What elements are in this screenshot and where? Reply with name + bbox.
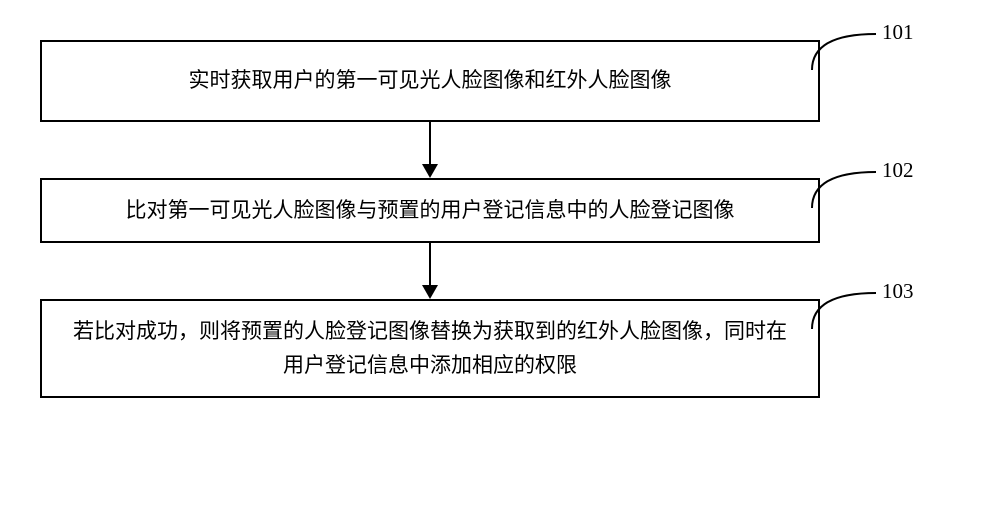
step-text: 实时获取用户的第一可见光人脸图像和红外人脸图像 bbox=[189, 68, 672, 92]
flow-row: 比对第一可见光人脸图像与预置的用户登记信息中的人脸登记图像 102 bbox=[40, 178, 960, 244]
step-text: 若比对成功，则将预置的人脸登记图像替换为获取到的红外人脸图像，同时在用户登记信息… bbox=[73, 319, 787, 377]
flow-arrow bbox=[40, 243, 820, 299]
step-number: 101 bbox=[882, 20, 914, 45]
arrow-head-icon bbox=[422, 285, 438, 299]
flowchart-step-101: 实时获取用户的第一可见光人脸图像和红外人脸图像 bbox=[40, 40, 820, 122]
flowchart-step-102: 比对第一可见光人脸图像与预置的用户登记信息中的人脸登记图像 bbox=[40, 178, 820, 244]
flowchart-step-103: 若比对成功，则将预置的人脸登记图像替换为获取到的红外人脸图像，同时在用户登记信息… bbox=[40, 299, 820, 398]
arrow-line bbox=[429, 243, 431, 285]
arrow-head-icon bbox=[422, 164, 438, 178]
callout-curve-icon bbox=[810, 289, 880, 333]
flow-row: 实时获取用户的第一可见光人脸图像和红外人脸图像 101 bbox=[40, 40, 960, 122]
flow-row: 若比对成功，则将预置的人脸登记图像替换为获取到的红外人脸图像，同时在用户登记信息… bbox=[40, 299, 960, 398]
callout-curve-icon bbox=[810, 30, 880, 74]
flowchart-container: 实时获取用户的第一可见光人脸图像和红外人脸图像 101 比对第一可见光人脸图像与… bbox=[40, 40, 960, 398]
step-number: 102 bbox=[882, 158, 914, 183]
callout-curve-icon bbox=[810, 168, 880, 212]
step-number: 103 bbox=[882, 279, 914, 304]
flow-arrow bbox=[40, 122, 820, 178]
arrow-line bbox=[429, 122, 431, 164]
step-text: 比对第一可见光人脸图像与预置的用户登记信息中的人脸登记图像 bbox=[126, 198, 735, 222]
